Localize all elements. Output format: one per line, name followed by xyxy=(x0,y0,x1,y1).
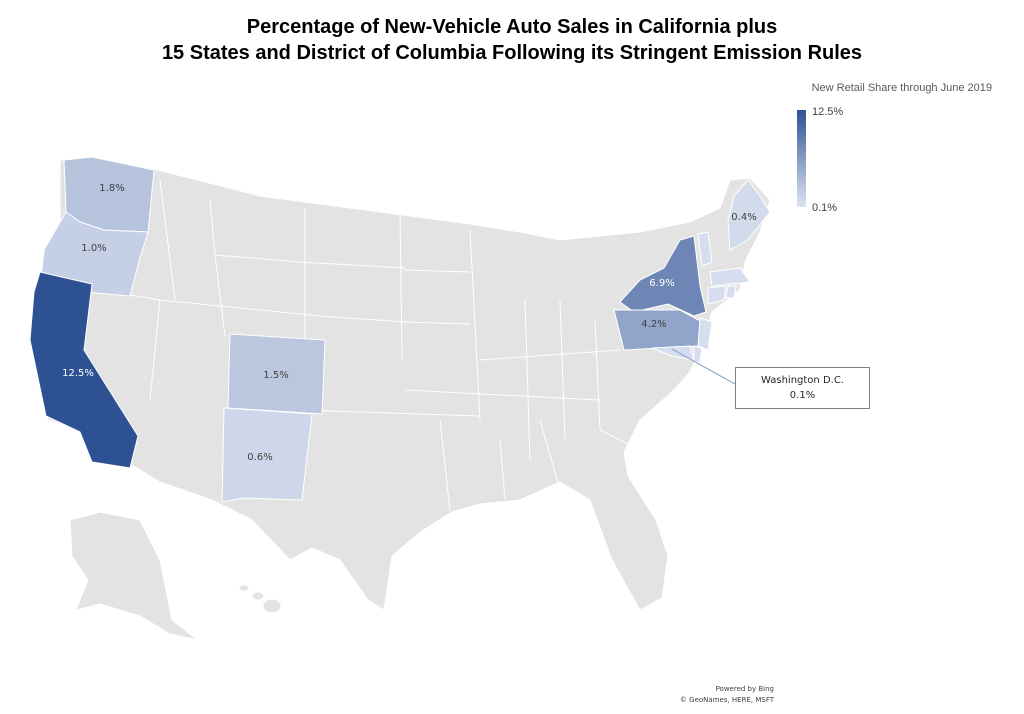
title-line-2: 15 States and District of Columbia Follo… xyxy=(161,42,863,64)
label-new-mexico: 0.6% xyxy=(247,452,272,463)
state-maine xyxy=(727,179,771,251)
state-california xyxy=(29,271,139,469)
map-attribution: Powered by Bing © GeoNames, HERE, MSFT xyxy=(560,684,774,706)
legend-title: New Retail Share through June 2019 xyxy=(811,82,992,94)
dc-callout: Washington D.C. 0.1% xyxy=(735,367,870,409)
hawaii-shape xyxy=(238,584,282,614)
state-pennsylvania xyxy=(613,309,703,351)
attribution-powered-by: Powered by Bing xyxy=(715,685,774,693)
dc-callout-value: 0.1% xyxy=(789,390,816,401)
state-connecticut xyxy=(707,285,727,305)
state-rhode-island xyxy=(725,285,737,299)
map-title: Percentage of New-Vehicle Auto Sales in … xyxy=(0,14,1024,66)
state-vermont xyxy=(697,231,713,267)
dc-callout-name: Washington D.C. xyxy=(761,375,844,386)
legend-min-label: 0.1% xyxy=(812,202,838,214)
attribution-sources: © GeoNames, HERE, MSFT xyxy=(679,696,774,704)
state-new-york xyxy=(619,235,707,317)
title-line-1: Percentage of New-Vehicle Auto Sales in … xyxy=(246,16,778,38)
us-landmass xyxy=(29,157,771,611)
small-states-light xyxy=(651,231,751,363)
state-colorado xyxy=(227,333,326,415)
state-new-mexico xyxy=(221,407,313,503)
legend-color-scale xyxy=(797,110,806,207)
callout-leader-line xyxy=(671,348,736,385)
label-california: 12.5% xyxy=(62,368,94,379)
label-oregon: 1.0% xyxy=(81,243,106,254)
state-new-jersey xyxy=(697,317,713,351)
state-borders xyxy=(99,179,661,511)
label-new-york: 6.9% xyxy=(649,278,674,289)
label-pennsylvania: 4.2% xyxy=(641,319,666,330)
label-washington: 1.8% xyxy=(99,183,124,194)
state-delaware xyxy=(693,345,703,363)
label-maine: 0.4% xyxy=(731,212,756,223)
legend-max-label: 12.5% xyxy=(812,106,844,118)
alaska-shape xyxy=(69,511,199,641)
label-colorado: 1.5% xyxy=(263,370,288,381)
state-oregon xyxy=(39,211,149,297)
state-massachusetts xyxy=(709,267,751,287)
